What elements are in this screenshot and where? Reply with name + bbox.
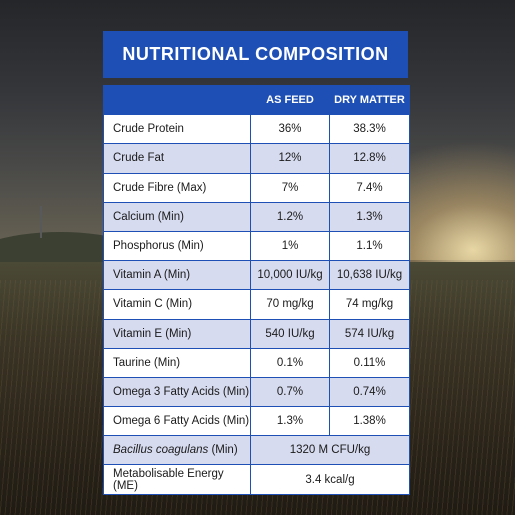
nutrient-name: Calcium (Min) — [103, 201, 251, 232]
table-row: Metabolisable Energy (ME) 3.4 kcal/g — [103, 464, 410, 495]
table-row: Crude Fat 12% 12.8% — [103, 143, 410, 174]
as-feed-value: 540 IU/kg — [250, 318, 330, 349]
nutrient-name-italic: Bacillus coagulans — [113, 444, 209, 457]
wind-turbine — [40, 206, 42, 238]
as-feed-value: 1.2% — [250, 201, 330, 232]
dry-matter-value: 0.11% — [329, 347, 410, 378]
dry-matter-value: 1.1% — [329, 230, 410, 262]
table-row: Phosphorus (Min) 1% 1.1% — [103, 230, 410, 262]
nutrient-name: Crude Protein — [103, 114, 251, 145]
table-row: Omega 6 Fatty Acids (Min) 1.3% 1.38% — [103, 406, 410, 437]
header-as-feed: AS FEED — [250, 84, 330, 116]
nutrient-name: Taurine (Min) — [103, 347, 251, 378]
dry-matter-value: 1.3% — [329, 201, 410, 232]
dry-matter-value: 74 mg/kg — [329, 289, 410, 320]
table-row: Taurine (Min) 0.1% 0.11% — [103, 347, 410, 378]
table-row: Vitamin E (Min) 540 IU/kg 574 IU/kg — [103, 318, 410, 349]
table-row: Crude Fibre (Max) 7% 7.4% — [103, 172, 410, 203]
table-row: Bacillus coagulans (Min) 1320 M CFU/kg — [103, 435, 410, 466]
nutrient-name: Metabolisable Energy (ME) — [103, 464, 251, 495]
table-header-row: AS FEED DRY MATTER — [103, 84, 410, 116]
dry-matter-value: 7.4% — [329, 172, 410, 203]
header-dry-matter: DRY MATTER — [329, 84, 410, 116]
nutrient-name: Crude Fat — [103, 143, 251, 174]
nutrient-name: Vitamin C (Min) — [103, 289, 251, 320]
nutrient-name: Vitamin E (Min) — [103, 318, 251, 349]
page-title: NUTRITIONAL COMPOSITION — [122, 44, 389, 64]
dry-matter-value: 38.3% — [329, 114, 410, 145]
dry-matter-value: 0.74% — [329, 376, 410, 408]
as-feed-value: 0.7% — [250, 376, 330, 408]
as-feed-value: 70 mg/kg — [250, 289, 330, 320]
dry-matter-value: 10,638 IU/kg — [329, 260, 410, 291]
header-nutrient — [103, 84, 251, 116]
table-row: Calcium (Min) 1.2% 1.3% — [103, 201, 410, 232]
combined-value: 1320 M CFU/kg — [250, 435, 410, 466]
table-row: Vitamin C (Min) 70 mg/kg 74 mg/kg — [103, 289, 410, 320]
dry-matter-value: 12.8% — [329, 143, 410, 174]
as-feed-value: 36% — [250, 114, 330, 145]
combined-value: 3.4 kcal/g — [250, 464, 410, 495]
as-feed-value: 10,000 IU/kg — [250, 260, 330, 291]
as-feed-value: 12% — [250, 143, 330, 174]
nutrient-name-suffix: (Min) — [208, 444, 238, 457]
table-row: Vitamin A (Min) 10,000 IU/kg 10,638 IU/k… — [103, 260, 410, 291]
nutrient-name: Vitamin A (Min) — [103, 260, 251, 291]
title-banner: NUTRITIONAL COMPOSITION — [103, 31, 408, 78]
nutrient-name: Omega 3 Fatty Acids (Min) — [103, 376, 251, 408]
nutrition-table: AS FEED DRY MATTER Crude Protein 36% 38.… — [103, 84, 410, 495]
as-feed-value: 0.1% — [250, 347, 330, 378]
table-row: Crude Protein 36% 38.3% — [103, 114, 410, 145]
nutrient-name: Bacillus coagulans (Min) — [103, 435, 251, 466]
table-row: Omega 3 Fatty Acids (Min) 0.7% 0.74% — [103, 376, 410, 408]
nutrient-name: Omega 6 Fatty Acids (Min) — [103, 406, 251, 437]
dry-matter-value: 1.38% — [329, 406, 410, 437]
nutrient-name: Crude Fibre (Max) — [103, 172, 251, 203]
nutrient-name: Phosphorus (Min) — [103, 230, 251, 262]
as-feed-value: 7% — [250, 172, 330, 203]
dry-matter-value: 574 IU/kg — [329, 318, 410, 349]
as-feed-value: 1.3% — [250, 406, 330, 437]
as-feed-value: 1% — [250, 230, 330, 262]
